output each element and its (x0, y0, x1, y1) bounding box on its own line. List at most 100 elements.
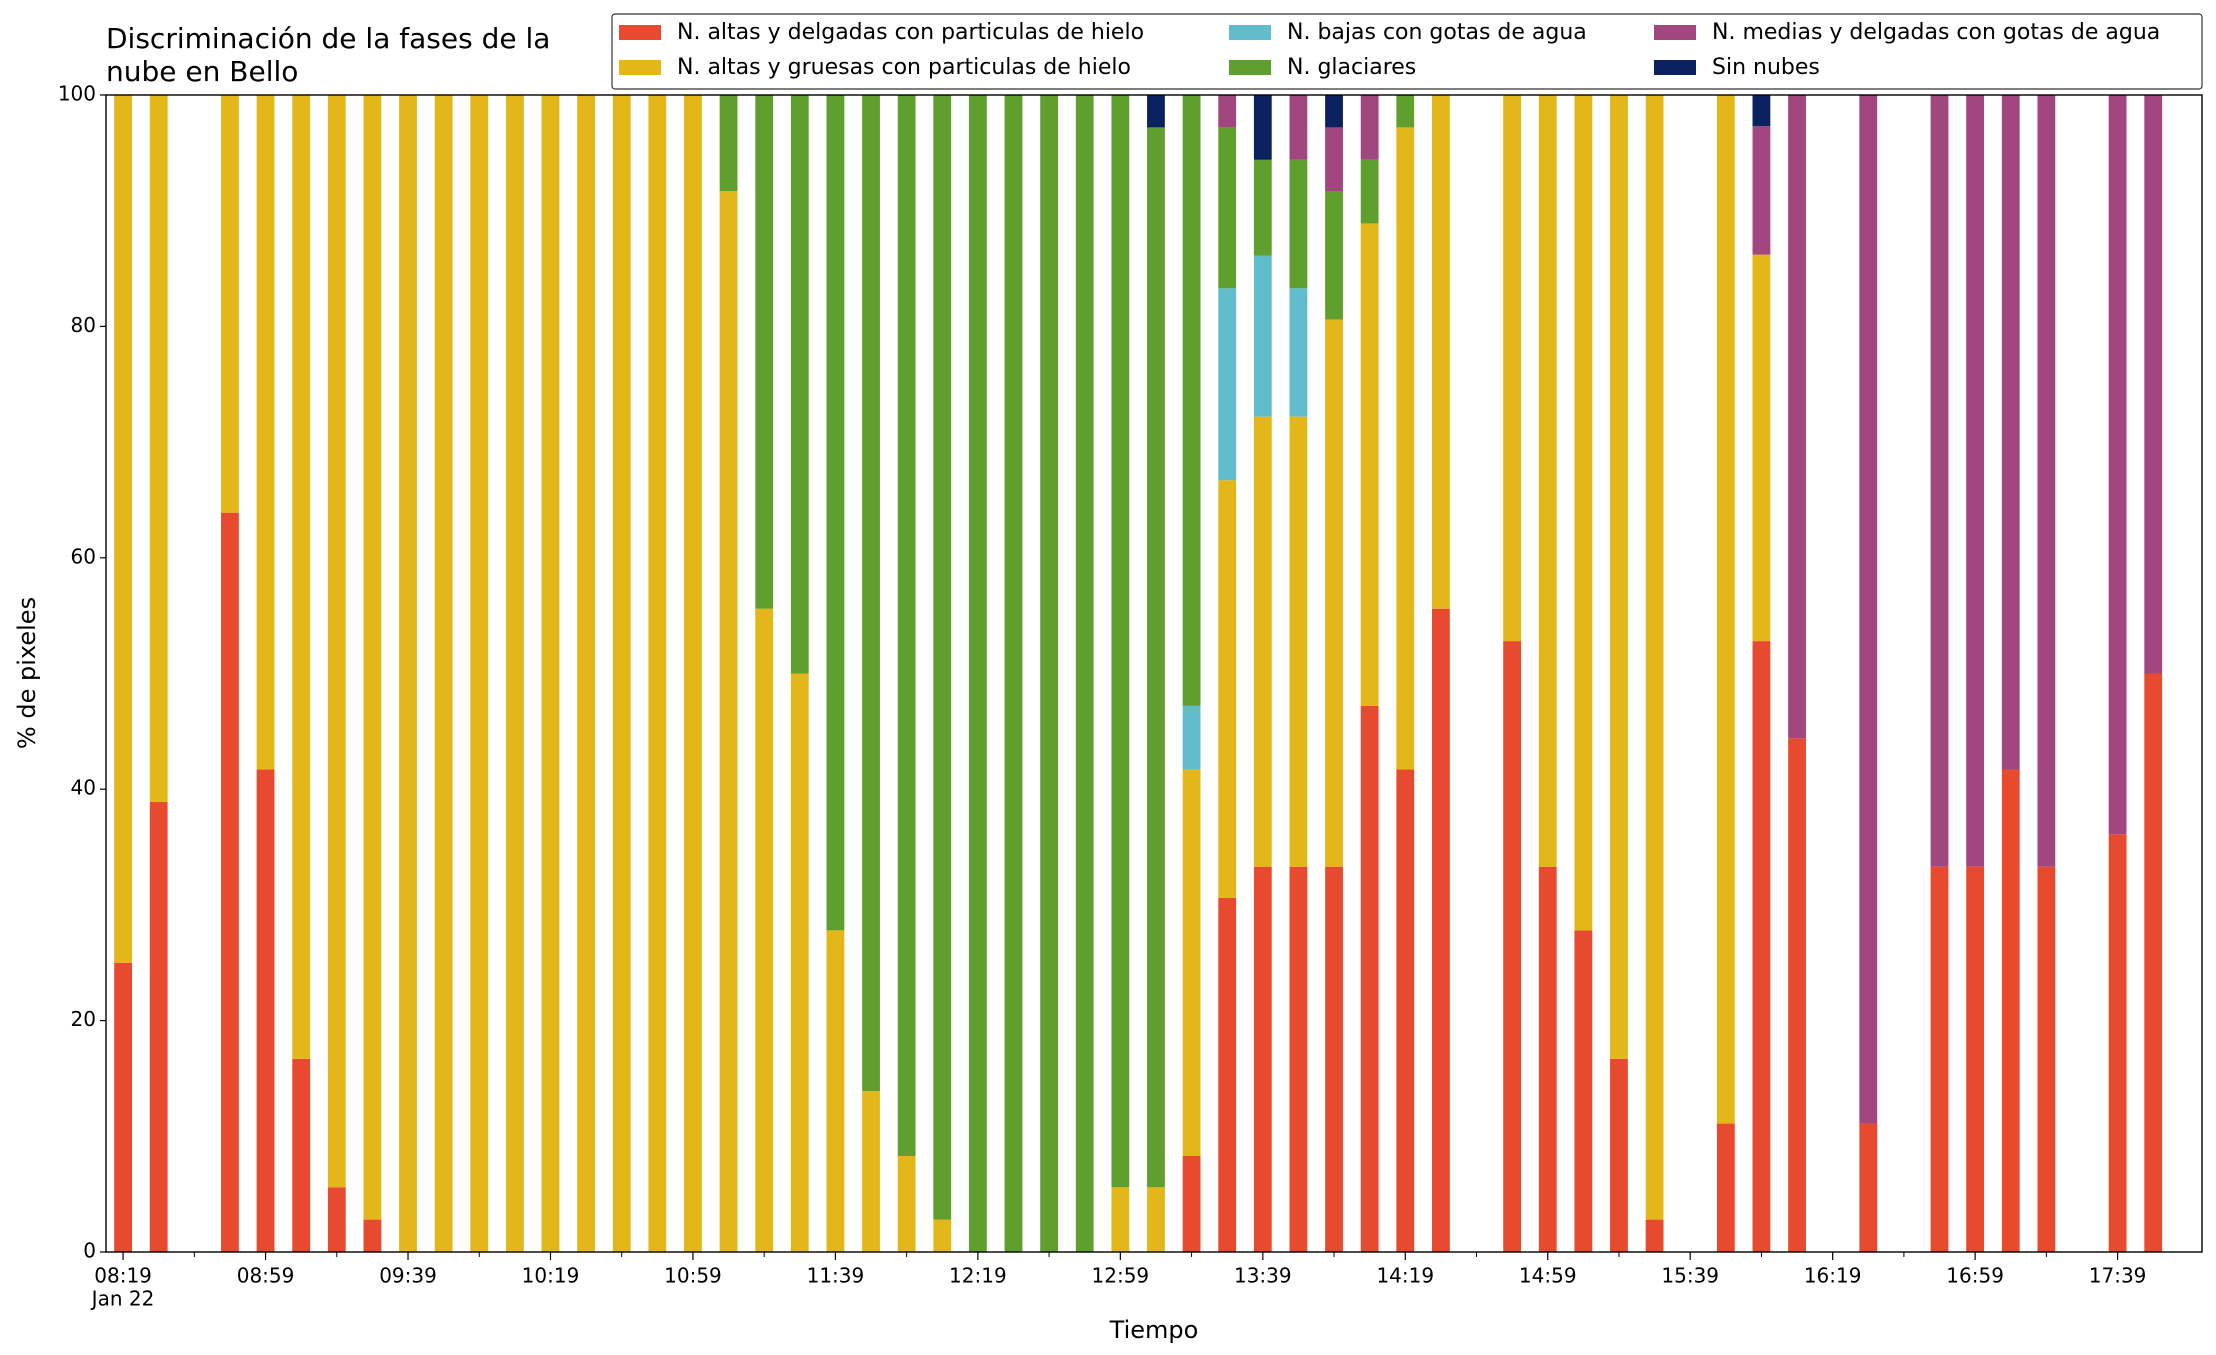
bar-segment (149, 801, 168, 1252)
x-tick-label: 08:59 (237, 1264, 295, 1288)
bar-segment (1930, 866, 1949, 1252)
bar-segment (1253, 866, 1272, 1252)
x-date-label: Jan 22 (90, 1287, 155, 1311)
bar-segment (719, 95, 738, 192)
bar-segment (1182, 95, 1201, 706)
bar-segment (1147, 127, 1165, 1188)
x-tick-label: 12:19 (949, 1264, 1007, 1288)
bar-segment (1360, 705, 1379, 1252)
bar-segment (1503, 641, 1522, 1252)
bar-segment (1325, 191, 1343, 320)
bar-segment (1182, 769, 1201, 1156)
bar-segment (1859, 1123, 1878, 1252)
chart-title: Discriminación de la fases de la (106, 22, 550, 55)
bar-segment (2037, 95, 2056, 867)
bar-segment (2144, 95, 2163, 674)
bar-segment (1788, 738, 1806, 1252)
bar-segment (2001, 769, 2020, 1252)
bar-segment (221, 95, 239, 513)
bar-segment (1610, 95, 1628, 1059)
bar-segment (1289, 866, 1308, 1252)
bar-segment (1325, 319, 1343, 867)
bar-segment (2001, 95, 2020, 770)
legend-label: N. glaciares (1287, 55, 1416, 80)
bar-segment (1289, 159, 1308, 289)
x-tick-label: 10:19 (522, 1264, 580, 1288)
legend-swatch (619, 25, 661, 40)
bar-segment (256, 769, 275, 1252)
bar-segment (1111, 1187, 1130, 1252)
bar-segment (1966, 95, 1985, 867)
bar-segment (1788, 95, 1806, 739)
x-tick-label: 09:39 (379, 1264, 437, 1288)
bar-segment (1645, 95, 1664, 1220)
bar-segment (1431, 608, 1450, 1252)
bar-segment (1645, 1219, 1664, 1252)
bar-segment (648, 95, 667, 1252)
bar-segment (1182, 705, 1201, 770)
chart-title: nube en Bello (106, 55, 298, 88)
bar-segment (470, 95, 489, 1252)
bar-segment (1218, 288, 1237, 481)
x-tick-label: 15:39 (1661, 1264, 1719, 1288)
bar-segment (1538, 866, 1557, 1252)
bar-segment (790, 95, 809, 674)
y-tick-label: 60 (71, 544, 96, 568)
legend-swatch (1229, 60, 1271, 75)
bar-segment (826, 95, 845, 931)
x-tick-label: 10:59 (664, 1264, 722, 1288)
legend-label: N. altas y gruesas con particulas de hie… (677, 55, 1131, 80)
bar-segment (755, 95, 774, 609)
bar-segment (1574, 930, 1593, 1252)
legend-swatch (619, 60, 661, 75)
x-tick-label: 13:39 (1234, 1264, 1292, 1288)
y-tick-label: 0 (83, 1239, 96, 1263)
y-tick-label: 20 (71, 1007, 96, 1031)
bar-segment (1040, 95, 1059, 1252)
bar-segment (1289, 95, 1308, 160)
bar-segment (2037, 866, 2056, 1252)
bar-segment (577, 95, 596, 1252)
bar-segment (434, 95, 453, 1252)
bar-segment (149, 95, 168, 802)
legend-swatch (1654, 25, 1696, 40)
bar-segment (1218, 897, 1237, 1252)
bar-segment (1716, 1123, 1735, 1252)
bar-segment (719, 191, 738, 1252)
bar-segment (933, 1219, 952, 1252)
bar-segment (114, 962, 132, 1252)
x-axis-label: Tiempo (1109, 1316, 1199, 1344)
x-tick-label: 11:39 (807, 1264, 865, 1288)
y-tick-label: 100 (58, 82, 96, 106)
x-tick-label: 14:59 (1519, 1264, 1577, 1288)
bar-segment (1610, 1058, 1628, 1252)
bar-segment (1004, 95, 1023, 1252)
bar-segment (399, 95, 417, 1252)
bar-segment (1431, 95, 1450, 609)
bar-segment (1752, 95, 1771, 127)
bar-segment (1752, 641, 1771, 1252)
bar-segment (1325, 127, 1343, 192)
plot-frame (105, 94, 2203, 1253)
bar-segment (2108, 95, 2127, 835)
legend-label: N. altas y delgadas con particulas de hi… (677, 20, 1144, 45)
bar-segment (1218, 480, 1237, 898)
bar-segment (363, 1219, 382, 1252)
bar-segment (1075, 95, 1094, 1252)
x-tick-label: 16:59 (1946, 1264, 2004, 1288)
bar-segment (2108, 834, 2127, 1252)
bar-segment (1752, 126, 1771, 255)
x-tick-label: 08:19 (94, 1264, 152, 1288)
bar-segment (1930, 95, 1949, 867)
bar-segment (862, 1091, 880, 1252)
y-tick-label: 80 (71, 313, 96, 337)
bar-segment (1396, 127, 1415, 770)
bar-segment (684, 95, 702, 1252)
bar-segment (1218, 95, 1237, 128)
bar-segment (327, 95, 346, 1188)
bar-segment (1360, 223, 1379, 706)
bar-segment (1716, 95, 1735, 1124)
bar-segment (1147, 95, 1165, 128)
bar-segment (1360, 95, 1379, 160)
